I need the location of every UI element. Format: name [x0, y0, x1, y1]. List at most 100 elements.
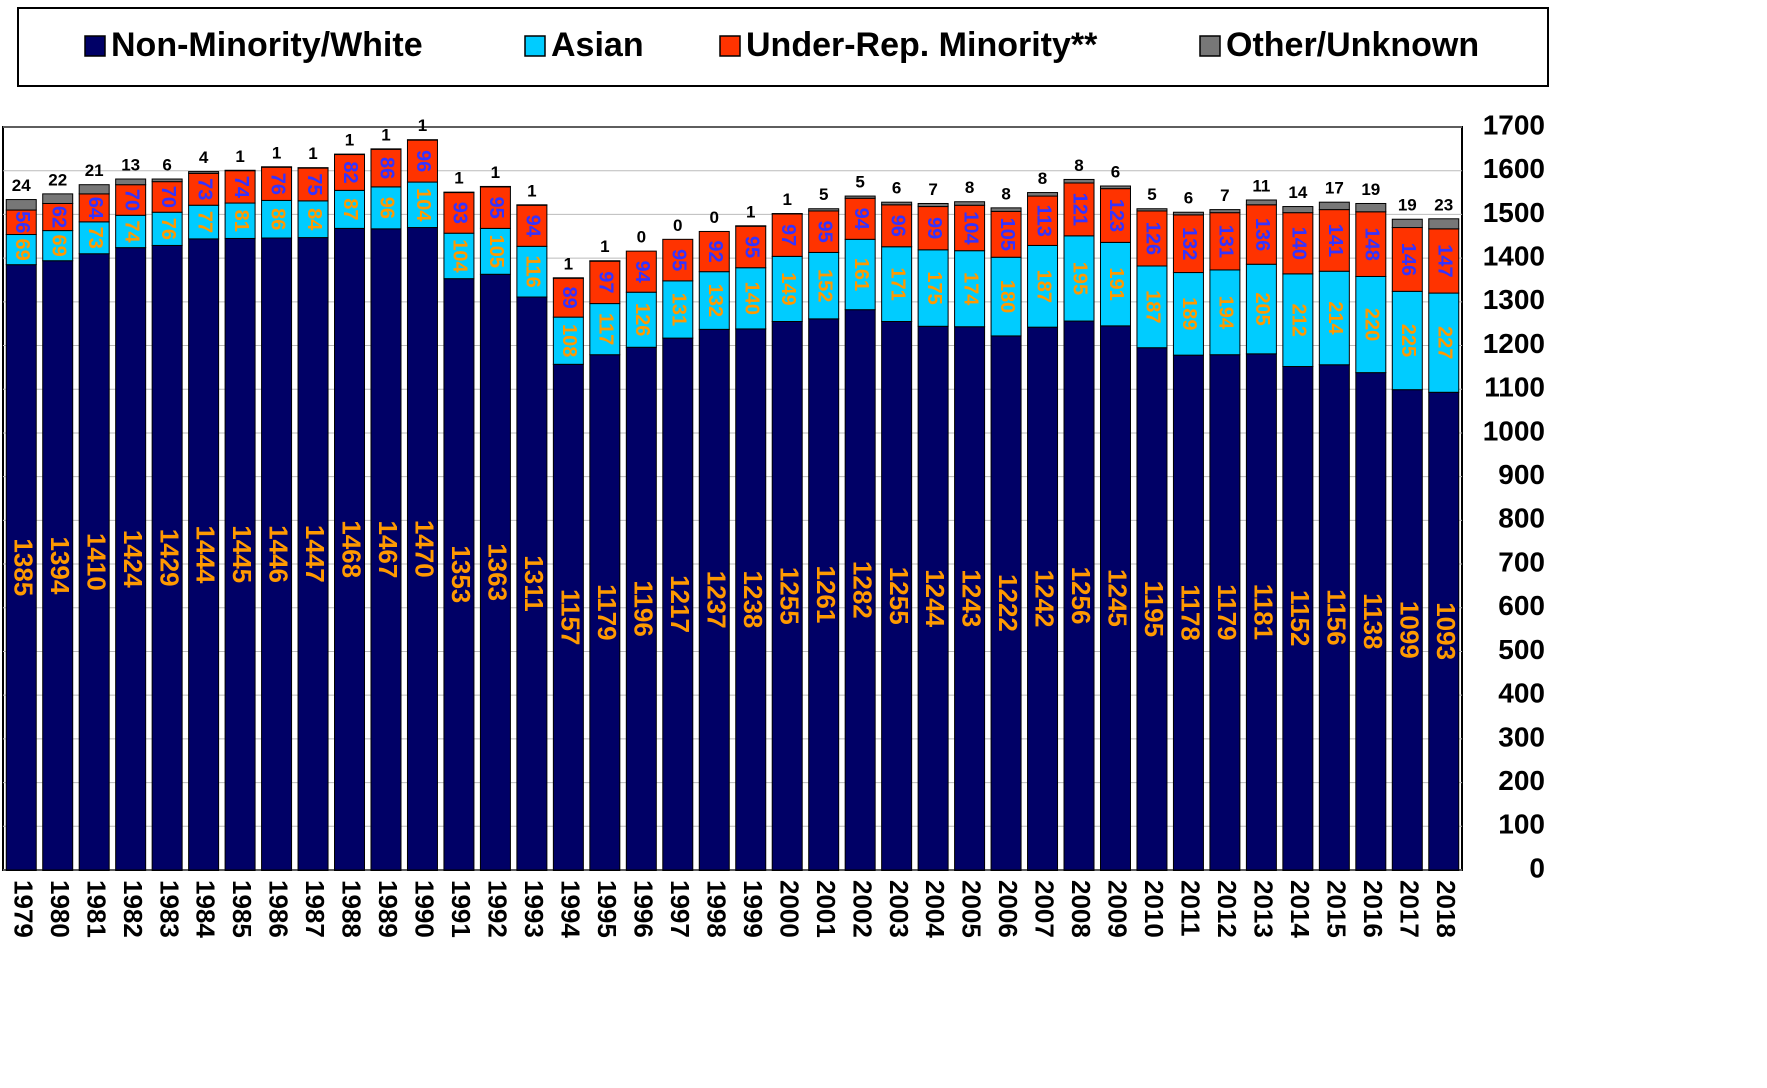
- bar-segment: [1391, 218, 1423, 229]
- value-label: 1: [272, 143, 281, 162]
- value-label: 191: [1105, 267, 1127, 300]
- bar-segment: [1172, 272, 1204, 356]
- x-tick-label: 2011: [1176, 880, 1206, 936]
- value-label: 95: [740, 236, 762, 258]
- value-label: 1243: [957, 569, 987, 627]
- bar-segment: [42, 202, 74, 232]
- value-label: 76: [157, 218, 179, 240]
- value-label: 82: [339, 161, 361, 183]
- x-tick-label: 2004: [920, 880, 950, 938]
- value-label: 96: [886, 215, 908, 237]
- value-label: 96: [376, 197, 398, 219]
- value-label: 1261: [811, 566, 841, 624]
- value-label: 1: [782, 190, 791, 209]
- y-tick-label: 1400: [1483, 241, 1545, 272]
- value-label: 116: [522, 256, 544, 288]
- y-tick-label: 100: [1498, 809, 1545, 840]
- value-label: 1282: [847, 561, 877, 619]
- y-tick-label: 1700: [1483, 109, 1545, 140]
- bar-segment: [78, 184, 110, 195]
- value-label: 104: [449, 239, 471, 273]
- bar-segment: [881, 201, 913, 206]
- bar-segment: [625, 250, 657, 293]
- value-label: 1394: [45, 536, 75, 594]
- value-label: 4: [199, 148, 209, 167]
- bar-segment: [1063, 178, 1095, 184]
- value-label: 19: [1398, 196, 1417, 215]
- value-label: 146: [1397, 243, 1419, 276]
- value-label: 77: [193, 211, 215, 233]
- value-label: 104: [412, 188, 434, 222]
- bar-segment: [1355, 202, 1387, 213]
- bar-segment: [990, 210, 1022, 258]
- x-tick-label: 2015: [1321, 880, 1351, 938]
- x-tick-label: 1997: [665, 880, 695, 938]
- x-tick-label: 2017: [1394, 880, 1424, 938]
- y-tick-label: 400: [1498, 678, 1545, 709]
- y-tick-label: 1600: [1483, 153, 1545, 184]
- plot-area: [2, 126, 1463, 871]
- bar-segment: [1099, 188, 1131, 243]
- value-label: 1: [418, 116, 427, 135]
- x-tick-label: 2016: [1358, 880, 1388, 938]
- value-label: 70: [157, 186, 179, 208]
- value-label: 1311: [519, 555, 549, 611]
- bar-segment: [990, 335, 1022, 871]
- value-label: 94: [522, 215, 544, 238]
- x-tick-label: 2009: [1103, 880, 1133, 938]
- value-label: 89: [558, 287, 580, 309]
- value-label: 1196: [628, 580, 658, 636]
- bar-segment: [1063, 182, 1095, 237]
- x-tick-label: 2000: [774, 880, 804, 938]
- bar-segment: [1136, 208, 1168, 212]
- bar-segment: [42, 193, 74, 204]
- bar-segment: [115, 178, 147, 186]
- value-label: 94: [631, 261, 653, 284]
- x-tick-label: 1985: [227, 880, 257, 938]
- value-label: 147: [1433, 244, 1455, 277]
- value-label: 1245: [1103, 569, 1133, 627]
- value-label: 1429: [154, 529, 184, 587]
- bar-segment: [1027, 326, 1059, 871]
- bar-segment: [954, 201, 986, 206]
- value-label: 1255: [884, 567, 914, 625]
- value-label: 13: [121, 155, 140, 174]
- value-label: 1: [527, 181, 536, 200]
- y-tick-label: 1500: [1483, 197, 1545, 228]
- bar-segment: [1209, 209, 1241, 214]
- legend-box: [17, 7, 1549, 87]
- bar-segment: [1355, 211, 1387, 277]
- value-label: 6: [1111, 162, 1120, 181]
- x-tick-label: 2002: [847, 880, 877, 938]
- value-label: 6: [892, 179, 901, 198]
- y-tick-label: 600: [1498, 590, 1545, 621]
- value-label: 1: [491, 163, 500, 182]
- value-label: 1093: [1431, 602, 1461, 660]
- bar-segment: [1391, 227, 1423, 292]
- value-label: 74: [230, 176, 252, 199]
- x-tick-label: 1999: [738, 880, 768, 938]
- y-tick-label: 1200: [1483, 328, 1545, 359]
- bar-segment: [115, 214, 147, 249]
- value-label: 22: [48, 170, 67, 189]
- bar-segment: [990, 207, 1022, 212]
- value-label: 74: [120, 220, 142, 243]
- bar-segment: [552, 316, 584, 365]
- bar-segment: [1282, 273, 1314, 368]
- bar-segment: [78, 193, 110, 223]
- x-tick-label: 1994: [555, 880, 585, 938]
- bar-segment: [1318, 201, 1350, 211]
- value-label: 105: [485, 235, 507, 268]
- x-tick-label: 1998: [701, 880, 731, 938]
- value-label: 1178: [1176, 584, 1206, 640]
- bar-segment: [844, 197, 876, 240]
- value-label: 1410: [81, 533, 111, 591]
- value-label: 121: [1069, 193, 1091, 226]
- value-label: 21: [85, 161, 104, 180]
- bar-segment: [954, 204, 986, 252]
- value-label: 195: [1069, 262, 1091, 295]
- bar-segment: [188, 238, 220, 871]
- value-label: 1244: [920, 569, 950, 627]
- x-tick-label: 1979: [8, 880, 38, 938]
- x-tick-label: 1982: [118, 880, 148, 938]
